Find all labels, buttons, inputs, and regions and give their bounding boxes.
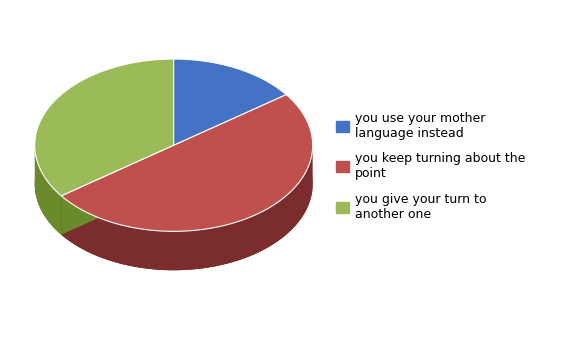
Polygon shape	[61, 145, 313, 270]
Polygon shape	[61, 145, 174, 235]
Polygon shape	[174, 59, 286, 145]
Polygon shape	[61, 95, 313, 231]
Legend: you use your mother
language instead, you keep turning about the
point, you give: you use your mother language instead, yo…	[336, 112, 525, 221]
Polygon shape	[35, 98, 313, 270]
Polygon shape	[35, 59, 174, 196]
Polygon shape	[35, 145, 61, 235]
Polygon shape	[61, 145, 174, 235]
